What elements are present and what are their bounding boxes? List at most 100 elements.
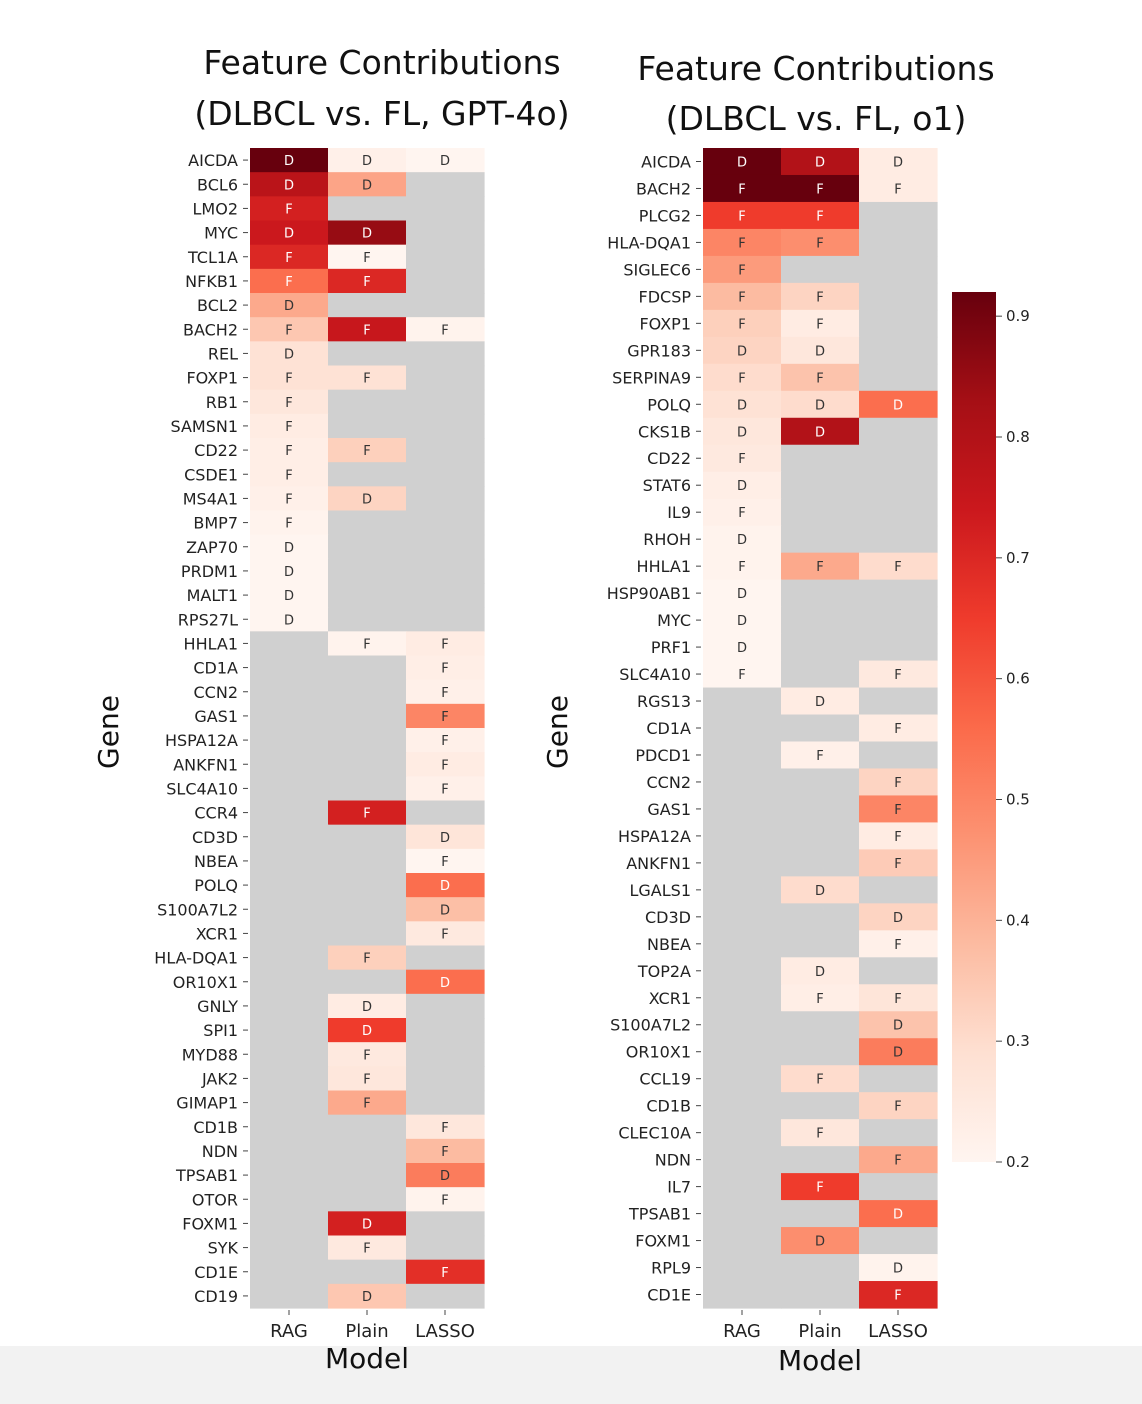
gene-label: FOXM1 [635,1232,691,1251]
cell-label: F [894,776,901,791]
cell-label: D [737,614,747,629]
heatmap-cell [859,309,938,338]
gene-label: POLQ [647,395,691,414]
cell-label: D [362,154,372,169]
heatmap-cell [328,583,407,608]
heatmap-cell [703,930,782,958]
colorbar-tick-label: 0.6 [1006,670,1030,688]
heatmap-cell [250,510,329,536]
gene-label: RHOH [643,530,691,549]
heatmap-cell [250,244,329,270]
heatmap-cell [781,498,860,527]
cell-label: F [363,1097,370,1112]
heatmap-cell [703,552,782,581]
heatmap-cell [328,558,407,584]
gene-label: OTOR [192,1190,238,1209]
heatmap-cell [781,633,860,662]
heatmap-cell [328,1163,407,1188]
heatmap-cell [781,984,860,1012]
heatmap-cell [859,1065,938,1093]
heatmap-cell [781,336,860,365]
cell-label: F [441,855,448,870]
cell-label: F [285,444,292,459]
heatmap-cell [406,558,485,584]
heatmap-cell [328,969,407,995]
heatmap-cell [781,471,860,500]
gene-label: HHLA1 [637,557,691,576]
cell-label: D [893,1019,903,1034]
cell-label: D [362,178,372,193]
cell-label: F [363,1072,370,1087]
heatmap-cell [859,1227,938,1255]
heatmap-cell [406,268,485,294]
gene-label: OR10X1 [173,973,238,992]
heatmap-cell [406,1042,485,1067]
heatmap-cell [250,341,329,367]
heatmap-cell [703,1227,782,1255]
cell-label: F [441,662,448,677]
heatmap-cell [703,1038,782,1066]
heatmap-cell [859,1119,938,1147]
heatmap-cell [781,525,860,554]
gene-label: NBEA [194,852,238,871]
cell-label: F [363,1242,370,1257]
cell-label: D [815,965,825,980]
heatmap-cell [250,438,329,463]
heatmap-cell [250,897,329,922]
heatmap-cell [328,824,407,850]
heatmap-cell [703,660,782,689]
heatmap-cell [406,438,485,463]
gene-label: CCR4 [194,804,238,823]
cell-label: D [815,884,825,899]
heatmap-cell [781,228,860,257]
heatmap-cell [328,631,407,657]
heatmap-cell [328,703,407,729]
cell-label: F [363,275,370,290]
heatmap-cell [781,1065,860,1093]
heatmap-cell [703,714,782,743]
column-label: RAG [270,1321,308,1342]
heatmap-cell [406,220,485,246]
heatmap-cell [328,1187,407,1212]
heatmap-cell [406,413,485,439]
heatmap-cell [859,930,938,958]
cell-label: D [893,1046,903,1061]
heatmap-cell [781,768,860,797]
gene-label: CD1A [646,719,691,738]
cell-label: F [441,927,448,942]
heatmap-cell [406,776,485,802]
gene-label: NDN [202,1142,238,1161]
heatmap-cell [406,800,485,826]
cell-label: F [816,182,823,197]
cell-label: F [894,182,901,197]
heatmap-cell [250,752,329,777]
heatmap-cell [703,1200,782,1228]
heatmap-cell [406,631,485,657]
heatmap-cell [859,903,938,931]
gene-label: XCR1 [649,989,691,1008]
heatmap-cell [859,498,938,527]
heatmap-cell [703,471,782,500]
gene-label: TOP2A [637,962,691,981]
cell-label: D [737,641,747,656]
heatmap-cell [328,1114,407,1140]
gene-label: LMO2 [193,199,239,218]
heatmap-cell [703,174,782,203]
cell-label: F [738,209,745,224]
cell-label: D [284,347,294,362]
gene-label: SAMSN1 [170,417,238,436]
heatmap-cell [250,1042,329,1067]
colorbar [952,292,996,1162]
heatmap-cell [859,606,938,635]
cell-label: F [441,734,448,749]
cell-label: D [440,154,450,169]
cell-label: D [284,589,294,604]
gene-label: CD1B [193,1118,238,1137]
heatmap-cell [250,148,329,173]
heatmap-cell [250,413,329,439]
colorbar-tick-label: 0.7 [1006,549,1030,567]
gene-label: XCR1 [196,924,238,943]
cell-label: F [894,1154,901,1169]
gene-label: PRDM1 [181,562,238,581]
colorbar-tick-label: 0.3 [1006,1032,1030,1050]
